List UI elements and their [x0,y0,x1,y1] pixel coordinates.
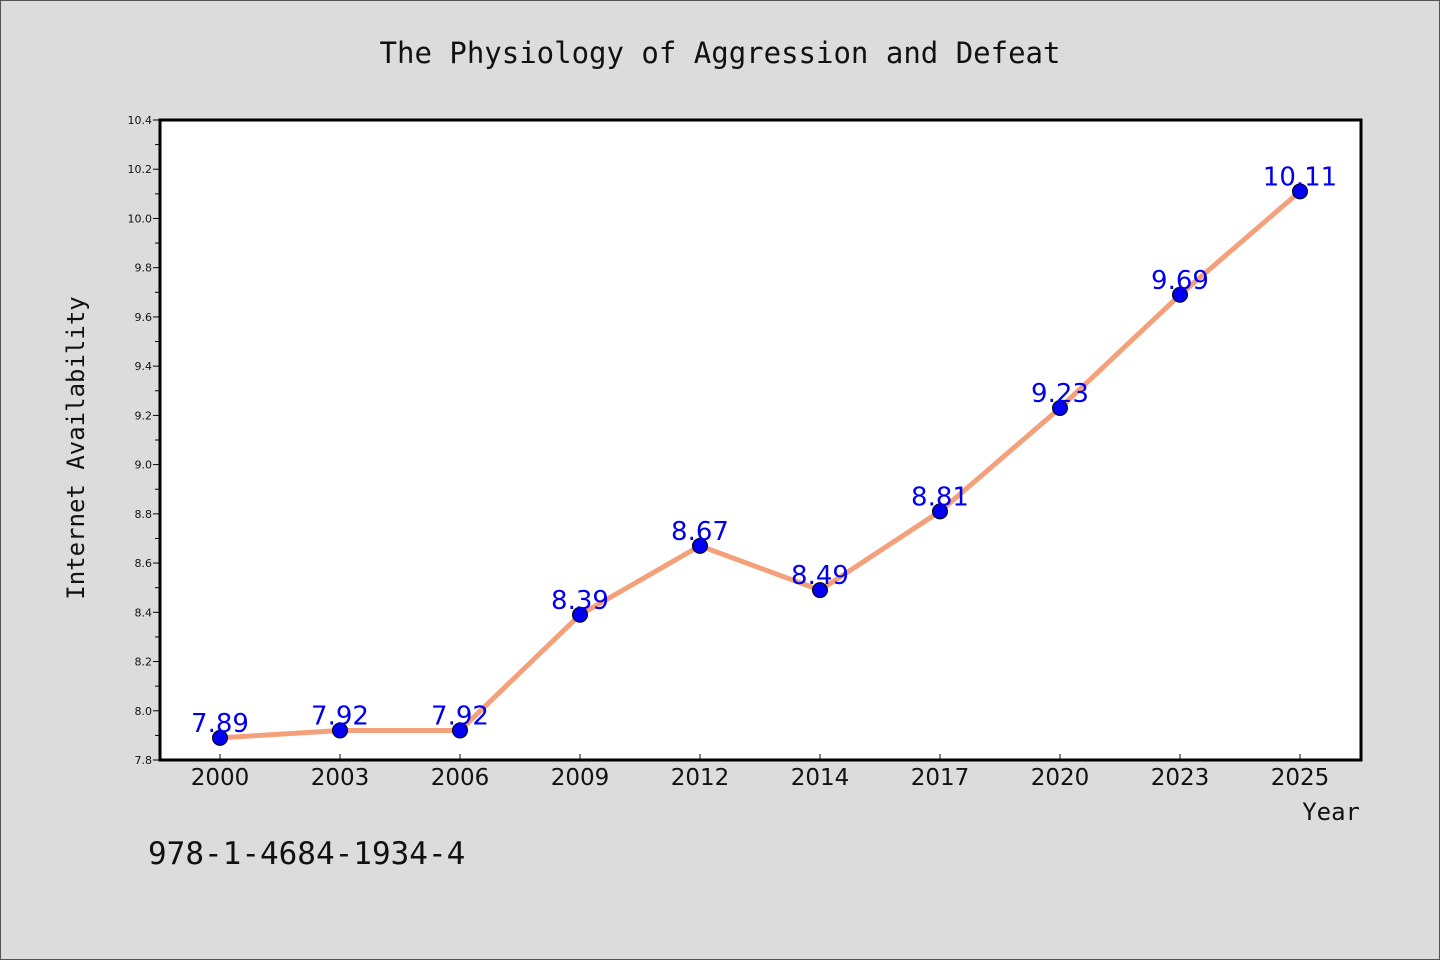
x-tick-label: 2020 [1031,765,1090,791]
isbn-label: 978-1-4684-1934-4 [148,836,465,872]
y-tick-label: 9.2 [135,409,153,422]
series-layer: 7.89 7.92 7.92 8.39 8.67 8.49 8.81 9.23 9.69 10.1… [191,162,1337,746]
data-label: 8.49 [791,561,849,591]
y-axis: 7.8 8.0 8.2 8.4 8.6 8.8 9.0 9.2 9.4 9.6 9.8 10.0 10.… [128,114,160,767]
data-point [332,722,348,739]
y-tick-label: 9.0 [135,459,153,472]
data-label: 7.92 [431,701,489,731]
x-tick-label: 2023 [1151,765,1210,791]
x-tick-label: 2014 [791,765,850,791]
data-point [572,606,588,623]
y-tick-label: 8.4 [135,606,153,619]
data-label: 8.81 [911,482,969,512]
x-tick-label: 2006 [431,765,490,791]
series-line [217,188,1303,741]
y-tick-label: 10.4 [128,114,153,127]
data-label: 8.39 [551,586,609,616]
data-label: 9.69 [1151,266,1209,296]
y-tick-label: 8.0 [135,705,153,718]
data-point [452,722,468,739]
x-tick-label: 2017 [911,765,970,791]
plot-area [160,120,1361,760]
data-point [1292,183,1308,200]
y-tick-label: 10.2 [128,163,153,176]
data-label: 7.92 [311,701,369,731]
x-axis: 2000 2003 2006 2009 2012 2014 2017 2020 2023 2025 [191,754,1330,791]
x-tick-label: 2012 [671,765,730,791]
plot-border [158,118,1363,762]
y-tick-label: 8.2 [135,656,153,669]
data-point [1052,400,1068,416]
x-tick-label: 2025 [1271,765,1330,791]
chart-title: The Physiology of Aggression and Defeat [380,36,1061,70]
data-point [932,503,948,520]
data-point [212,729,228,746]
y-tick-label: 7.8 [135,754,153,767]
data-point [1172,286,1188,303]
y-tick-label: 10.0 [128,212,153,225]
y-tick-label: 9.6 [135,311,153,324]
data-label: 8.67 [671,517,729,547]
x-tick-label: 2000 [191,765,250,791]
y-tick-label: 8.8 [135,508,153,521]
data-label: 7.89 [191,709,249,739]
x-tick-label: 2009 [551,765,610,791]
x-tick-label: 2003 [311,765,370,791]
y-tick-label: 9.4 [135,360,153,373]
y-tick-label: 9.8 [135,262,153,275]
data-label: 10.11 [1263,162,1337,192]
data-point [812,582,828,599]
y-axis-label: Internet Availability [62,296,90,599]
data-label: 9.23 [1031,379,1089,409]
data-point [692,537,708,554]
y-tick-label: 8.6 [135,557,153,570]
x-axis-label: Year [1302,798,1360,826]
